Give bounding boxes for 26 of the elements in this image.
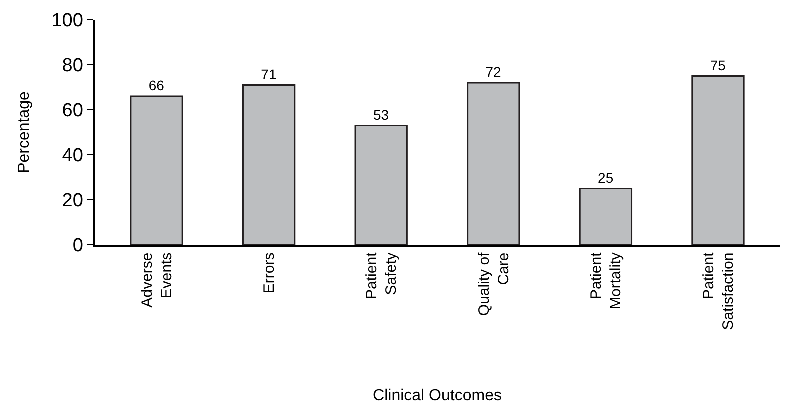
data-label: 71 <box>261 66 277 82</box>
bar <box>242 84 296 245</box>
bar <box>354 125 408 245</box>
bar <box>130 96 184 245</box>
x-tick-label: Patient Safety <box>363 252 400 300</box>
y-tick-label: 0 <box>72 236 84 257</box>
x-axis-title: Clinical Outcomes <box>373 387 502 404</box>
x-tick-label: Adverse Events <box>138 252 176 308</box>
x-tick-label: Patient Satisfaction <box>700 252 737 330</box>
data-label: 53 <box>373 106 390 123</box>
y-tick-label: 80 <box>62 56 84 77</box>
bar <box>692 76 745 245</box>
x-tick-label: Errors <box>260 252 278 294</box>
data-label: 72 <box>486 64 502 80</box>
data-label: 66 <box>148 78 165 94</box>
x-tick-label: Quality of Care <box>476 252 512 316</box>
bar <box>579 188 633 245</box>
y-axis-title: Percentage <box>16 91 34 174</box>
y-tick-label: 100 <box>52 10 84 32</box>
bar <box>467 82 520 245</box>
data-label: 75 <box>710 57 726 74</box>
y-tick-label: 60 <box>62 100 84 122</box>
x-tick-label: Patient Mortality <box>588 252 625 310</box>
y-tick-label: 20 <box>62 190 84 212</box>
data-label: 25 <box>598 170 614 186</box>
y-tick-label: 40 <box>62 146 84 167</box>
